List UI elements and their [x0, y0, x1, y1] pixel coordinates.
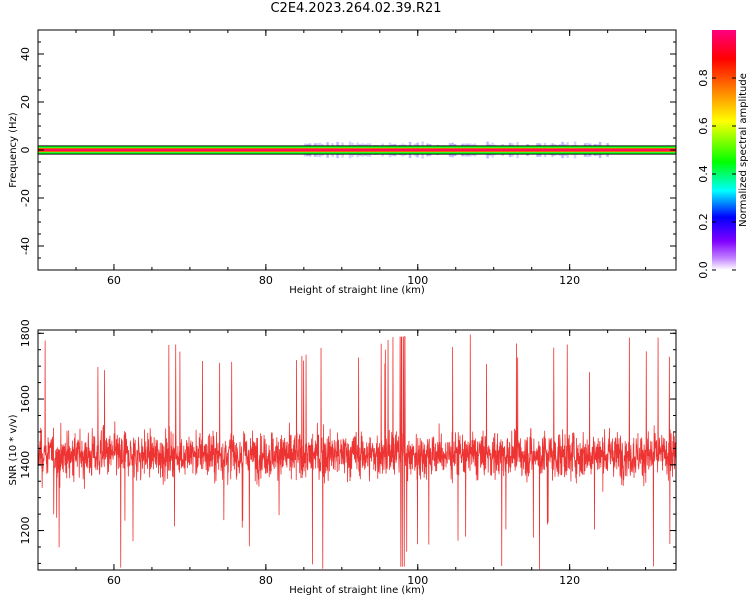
colorbar-tick-label: 0.6	[697, 117, 710, 135]
spectrogram-xtick-label: 80	[259, 274, 273, 287]
snr-xtick-label: 100	[407, 574, 428, 587]
colorbar-tick-label: 0.2	[697, 213, 710, 231]
snr-ticks: 60 80 100 120 1200 1400 1600 1800	[19, 319, 676, 587]
colorbar-label: Normalized spectral amplitude	[738, 73, 749, 227]
colorbar: 0.0 0.2 0.4 0.6 0.8 Normalized spectral ampl…	[697, 30, 749, 279]
colorbar-tick-label: 0.4	[697, 165, 710, 183]
spectrogram-xtick-label: 120	[559, 274, 580, 287]
chart-title: C2E4.2023.264.02.39.R21	[270, 1, 442, 16]
snr-frame	[37, 329, 677, 571]
snr-ytick-label: 1200	[19, 517, 32, 545]
spectrogram-ytick-label: 20	[19, 95, 32, 109]
spectrogram-ticks: 60 80 100 120 -40 -20 0 20 40	[19, 29, 676, 287]
spectrogram-xlabel: Height of straight line (km)	[289, 285, 425, 296]
snr-panel: 60 80 100 120 1200 1400 1600 1800 Height of str…	[8, 319, 677, 596]
spectrogram-ytick-label: 40	[19, 47, 32, 61]
spectrogram-xtick-label: 60	[107, 274, 121, 287]
snr-plot-area	[38, 334, 676, 570]
spectrogram-ytick-label: 0	[19, 147, 32, 154]
snr-ytick-label: 1800	[19, 319, 32, 347]
colorbar-gradient	[712, 30, 736, 270]
snr-xtick-label: 120	[559, 574, 580, 587]
colorbar-tick-label: 0.8	[697, 69, 710, 87]
spectrogram-plot-area	[38, 141, 676, 159]
snr-ytick-label: 1600	[19, 385, 32, 413]
spectrogram-xtick-label: 100	[407, 274, 428, 287]
colorbar-ticks: 0.0 0.2 0.4 0.6 0.8	[697, 69, 736, 279]
snr-series-line	[38, 334, 676, 570]
spectrogram-ylabel: Frequency (Hz)	[8, 112, 19, 188]
spectrogram-ytick-label: -40	[19, 237, 32, 255]
spectrogram-band-layer-5	[38, 149, 676, 151]
snr-ytick-label: 1400	[19, 451, 32, 479]
snr-ylabel: SNR (10 * v/v)	[8, 414, 19, 485]
snr-xtick-label: 80	[259, 574, 273, 587]
spectrogram-ytick-label: -20	[19, 189, 32, 207]
snr-xtick-label: 60	[107, 574, 121, 587]
snr-xlabel: Height of straight line (km)	[289, 585, 425, 596]
spectrogram-panel: 60 80 100 120 -40 -20 0 20 40 Height of straight…	[8, 29, 677, 296]
colorbar-tick-label: 0.0	[697, 261, 710, 279]
